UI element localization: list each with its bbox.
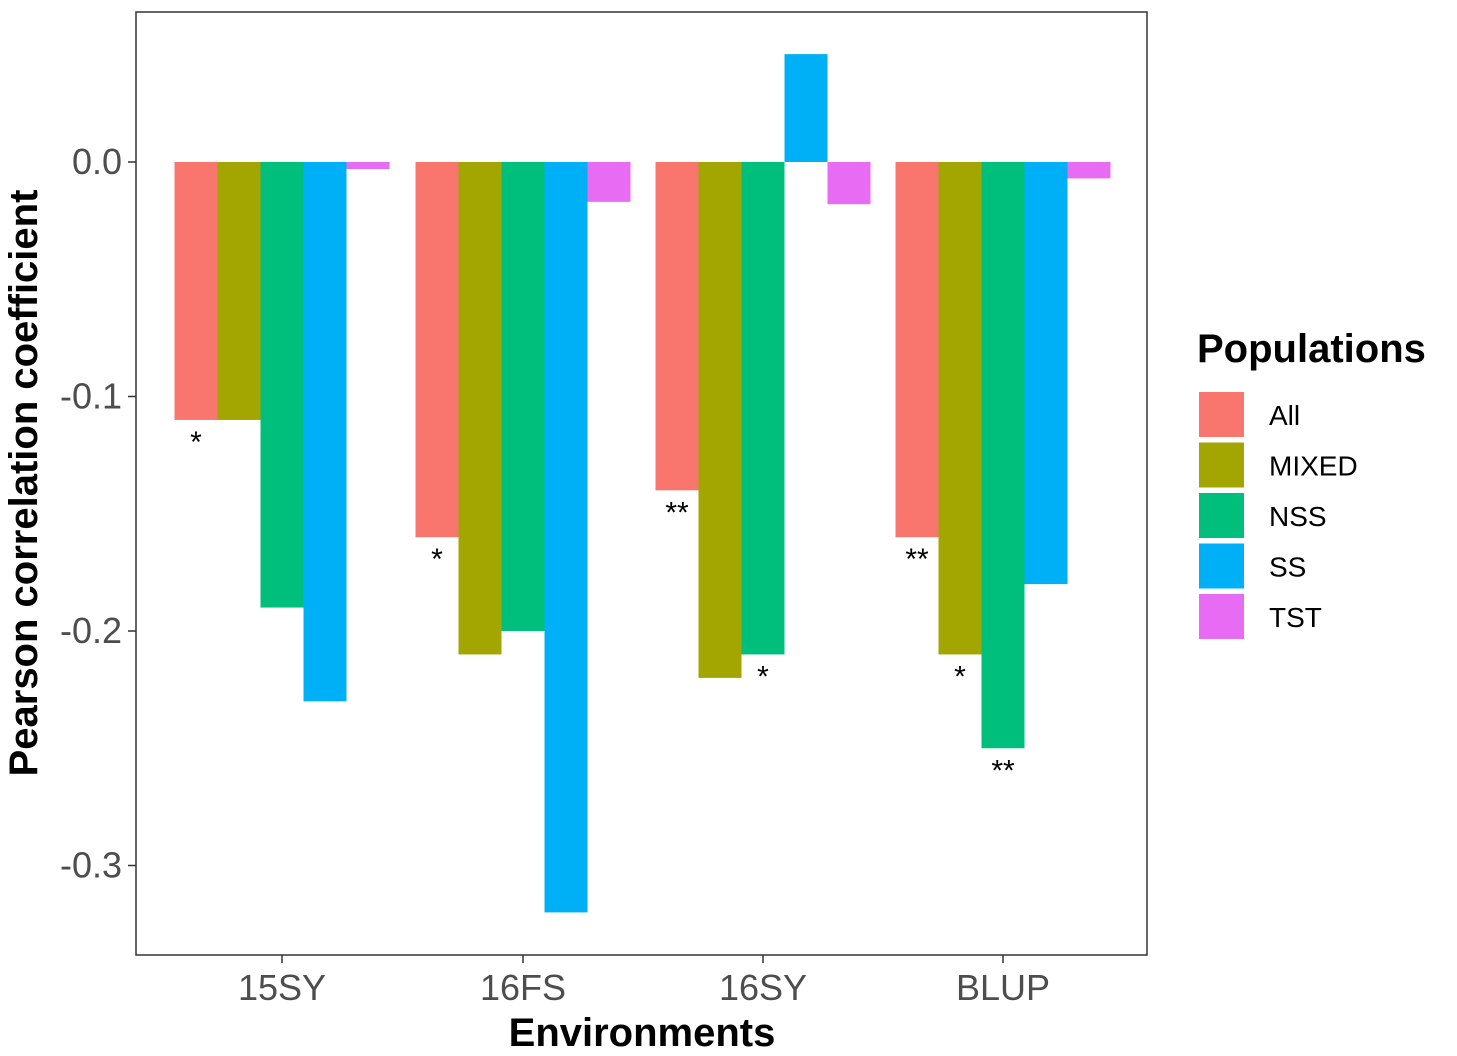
legend-swatch-ss xyxy=(1199,543,1244,589)
legend-label-nss: NSS xyxy=(1269,501,1327,532)
bar-tst-16sy xyxy=(827,162,871,205)
significance-all-blup: ** xyxy=(905,543,929,576)
legend-swatch-mixed xyxy=(1199,442,1244,488)
legend-title: Populations xyxy=(1197,327,1426,371)
bar-nss-15sy xyxy=(260,162,304,608)
y-tick-label: -0.1 xyxy=(60,376,122,417)
significance-annotations: ********** xyxy=(190,426,1015,787)
bar-ss-16fs xyxy=(544,162,588,913)
significance-all-16sy: ** xyxy=(665,496,689,529)
bar-mixed-blup xyxy=(938,162,982,655)
significance-nss-blup: ** xyxy=(991,754,1015,787)
x-tick-label-16sy: 16SY xyxy=(719,967,807,1008)
legend-swatch-all xyxy=(1199,392,1244,437)
legend-label-tst: TST xyxy=(1269,602,1322,633)
significance-mixed-blup: * xyxy=(954,660,966,693)
legend: Populations All MIXED NSS SS TST xyxy=(1197,327,1426,639)
x-tick-label-16fs: 16FS xyxy=(480,967,566,1008)
bar-all-blup xyxy=(895,162,939,538)
bar-tst-15sy xyxy=(346,162,390,170)
y-tick-label: -0.2 xyxy=(60,610,122,651)
y-axis: 0.0 -0.1 -0.2 -0.3 xyxy=(60,141,136,886)
significance-all-15sy: * xyxy=(190,426,202,459)
bar-ss-16sy xyxy=(784,54,828,162)
bar-all-16fs xyxy=(415,162,459,538)
y-tick-label: 0.0 xyxy=(72,141,122,182)
bar-mixed-16sy xyxy=(698,162,742,678)
x-axis: 15SY 16FS 16SY BLUP xyxy=(238,955,1050,1008)
x-tick-label-blup: BLUP xyxy=(956,967,1050,1008)
bar-all-16sy xyxy=(655,162,699,491)
x-tick-label-15sy: 15SY xyxy=(238,967,326,1008)
bar-nss-16fs xyxy=(501,162,545,631)
bar-nss-16sy xyxy=(741,162,785,655)
bar-nss-blup xyxy=(981,162,1025,749)
bar-mixed-16fs xyxy=(458,162,502,655)
legend-swatch-tst xyxy=(1199,594,1244,639)
bar-all-15sy xyxy=(174,162,218,420)
legend-label-all: All xyxy=(1269,400,1300,431)
bars-group xyxy=(174,54,1111,913)
x-axis-title: Environments xyxy=(509,1011,776,1055)
bar-tst-16fs xyxy=(587,162,631,202)
legend-swatch-nss xyxy=(1199,493,1244,538)
legend-label-ss: SS xyxy=(1269,552,1306,583)
bar-ss-15sy xyxy=(303,162,347,702)
y-tick-label: -0.3 xyxy=(60,845,122,886)
legend-label-mixed: MIXED xyxy=(1269,451,1358,482)
y-axis-title: Pearson correlation coefficient xyxy=(2,190,46,777)
significance-nss-16sy: * xyxy=(757,660,769,693)
bar-ss-blup xyxy=(1024,162,1068,585)
bar-tst-blup xyxy=(1067,162,1111,179)
bar-mixed-15sy xyxy=(217,162,261,420)
significance-all-16fs: * xyxy=(431,543,443,576)
